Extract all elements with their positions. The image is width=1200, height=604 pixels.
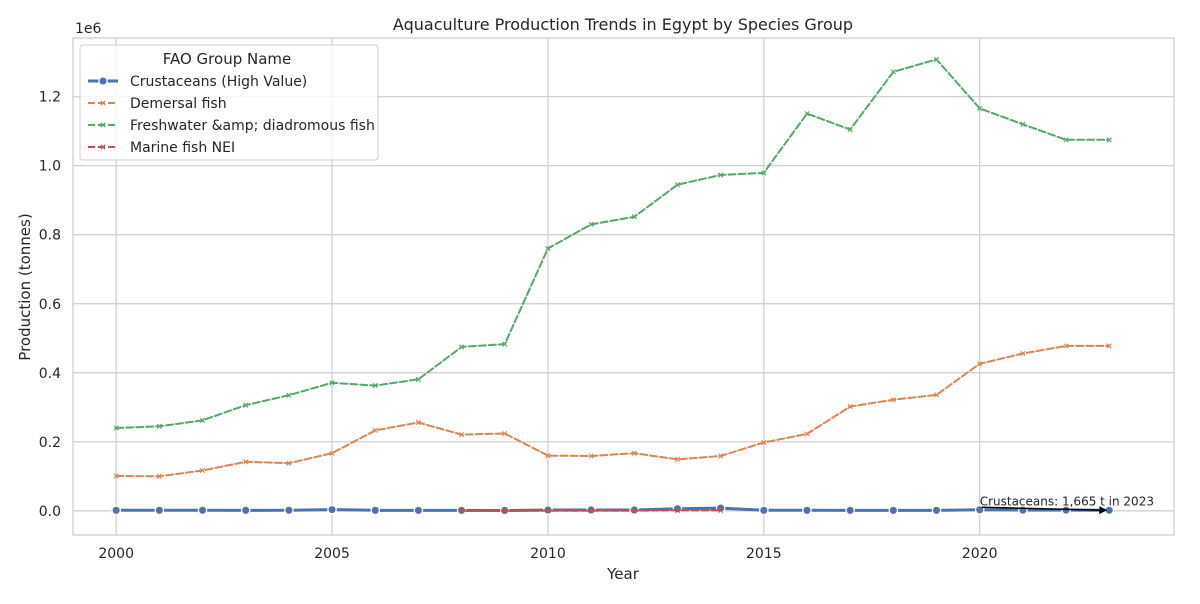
x-axis-ticks: 2000 2005 2010 2015 2020 <box>98 546 997 562</box>
x-tick-label: 2010 <box>530 546 566 562</box>
data-point-crustaceans-high-value <box>803 506 811 514</box>
y-tick-label: 0.6 <box>39 297 61 313</box>
chart-title: Aquaculture Production Trends in Egypt b… <box>393 15 853 34</box>
legend-item-freshwater-amp-diadromous-fish: Freshwater &amp; diadromous fish <box>88 118 375 134</box>
y-tick-label: 1.2 <box>39 90 61 106</box>
data-point-crustaceans-high-value <box>112 506 120 514</box>
legend-label: Marine fish NEI <box>130 140 235 156</box>
legend: FAO Group Name Crustaceans (High Value) D… <box>80 45 378 160</box>
x-axis-label: Year <box>606 565 640 583</box>
legend-label: Freshwater &amp; diadromous fish <box>130 118 375 134</box>
data-point-crustaceans-high-value <box>414 506 422 514</box>
x-tick-label: 2020 <box>962 546 998 562</box>
data-point-crustaceans-high-value <box>673 505 681 513</box>
y-tick-label: 1.0 <box>39 159 61 175</box>
data-point-crustaceans-high-value <box>889 506 897 514</box>
legend-swatch-marker <box>99 77 107 85</box>
annotation-text: Crustaceans: 1,665 t in 2023 <box>980 494 1154 508</box>
data-point-crustaceans-high-value <box>846 506 854 514</box>
data-point-crustaceans-high-value <box>242 506 250 514</box>
data-point-crustaceans-high-value <box>932 506 940 514</box>
data-point-crustaceans-high-value <box>155 506 163 514</box>
data-point-crustaceans-high-value <box>198 506 206 514</box>
y-axis-offset-label: 1e6 <box>75 21 102 37</box>
y-axis-label: Production (tonnes) <box>16 213 34 360</box>
y-tick-label: 0.8 <box>39 228 61 244</box>
x-tick-label: 2015 <box>746 546 782 562</box>
data-point-crustaceans-high-value <box>328 505 336 513</box>
y-tick-label: 0.4 <box>39 366 61 382</box>
legend-label: Demersal fish <box>130 96 227 112</box>
y-tick-label: 0.0 <box>39 504 61 520</box>
x-tick-label: 2000 <box>98 546 134 562</box>
x-tick-label: 2005 <box>314 546 350 562</box>
legend-title: FAO Group Name <box>163 50 292 68</box>
y-tick-label: 0.2 <box>39 435 61 451</box>
data-point-crustaceans-high-value <box>371 506 379 514</box>
y-axis-ticks: 0.0 0.2 0.4 0.6 0.8 1.0 1.2 <box>39 90 61 520</box>
data-point-crustaceans-high-value <box>760 506 768 514</box>
annotation-layer: Crustaceans: 1,665 t in 2023 <box>980 494 1154 510</box>
legend-label: Crustaceans (High Value) <box>130 74 307 90</box>
data-point-crustaceans-high-value <box>285 506 293 514</box>
